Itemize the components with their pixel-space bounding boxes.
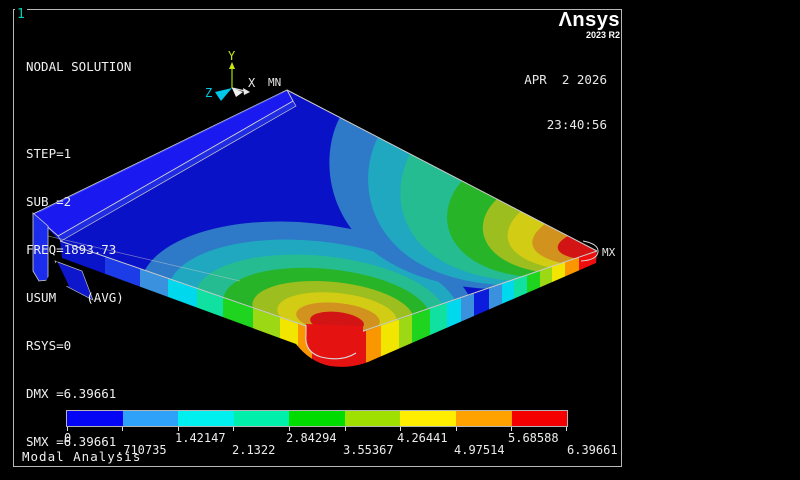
result-line-rsys: RSYS=0 [26,338,72,353]
legend-value: 4.26441 [397,431,448,445]
window-number: 1 [15,7,27,22]
z-axis-label: Z [205,86,212,100]
legend-cell [344,411,401,426]
time-label: 23:40:56 [546,117,607,132]
legend-cell [233,411,290,426]
legend-cell [178,411,234,426]
legend-tick [67,427,68,431]
legend-cell [67,411,123,426]
min-node-label: MN [268,76,281,89]
x-axis-label: X [248,76,256,90]
x-axis-arrow [243,88,250,95]
ansys-logo: Λnsys 2023 R2 [559,10,620,40]
y-axis-arrow [229,62,235,69]
legend-cell [289,411,345,426]
front-bump-outline [305,325,357,360]
analysis-type-label: Modal Analysis [22,449,142,464]
legend-tick [122,427,123,431]
result-line-freq: FREQ=1893.73 [26,242,117,257]
legend-cell [400,411,456,426]
left-end-cap [32,212,49,282]
result-line-smx: SMX =6.39661 [26,434,117,449]
date-label: APR 2 2026 [524,72,607,87]
result-line-sub: SUB =2 [26,194,72,209]
legend-tick [511,427,512,431]
stiffener-flange [32,89,294,237]
legend-tick [400,427,401,431]
legend-cell [122,411,179,426]
z-axis-arrow [215,88,232,101]
legend-tick [345,427,346,431]
end-notch [46,261,69,287]
legend-tick [566,427,567,431]
legend-value: 4.97514 [454,443,505,457]
result-line-usum: USUM (AVG) [26,290,124,305]
model-edge-lines [47,89,599,332]
max-node-label: MX [602,246,616,259]
front-bump [305,324,363,359]
ansys-logo-wordmark: Λnsys [558,9,620,31]
legend-tick [289,427,290,431]
tip-contour-bands [329,117,597,289]
result-line-step: STEP=1 [26,146,72,161]
legend-value: 2.1322 [232,443,276,457]
legend-cell [455,411,512,426]
result-title: NODAL SOLUTION [26,59,132,74]
flange-highlight-line [38,92,283,213]
legend-value: 6.39661 [567,443,618,457]
coordinate-triad: Y X Z [205,49,256,101]
triad-origin [232,88,243,97]
legend-tick [456,427,457,431]
legend-value: 2.84294 [286,431,337,445]
y-axis-label: Y [228,49,236,63]
result-info-block: NODAL SOLUTION STEP=1 SUB =2 FREQ=1893.7… [26,27,131,466]
contour-legend-bar [66,410,568,427]
legend-value: 0 [64,431,72,445]
datetime-block: APR 2 2026 23:40:56 [524,42,607,147]
legend-tick [178,427,179,431]
ansys-version: 2023 R2 [585,30,620,40]
legend-value: 3.55367 [343,443,394,457]
graphics-window-frame [13,9,622,467]
legend-tick [233,427,234,431]
legend-value: 5.68588 [508,431,559,445]
legend-cell [511,411,568,426]
legend-value: .710735 [116,443,167,457]
result-line-dmx: DMX =6.39661 [26,386,117,401]
legend-value: 1.42147 [175,431,226,445]
